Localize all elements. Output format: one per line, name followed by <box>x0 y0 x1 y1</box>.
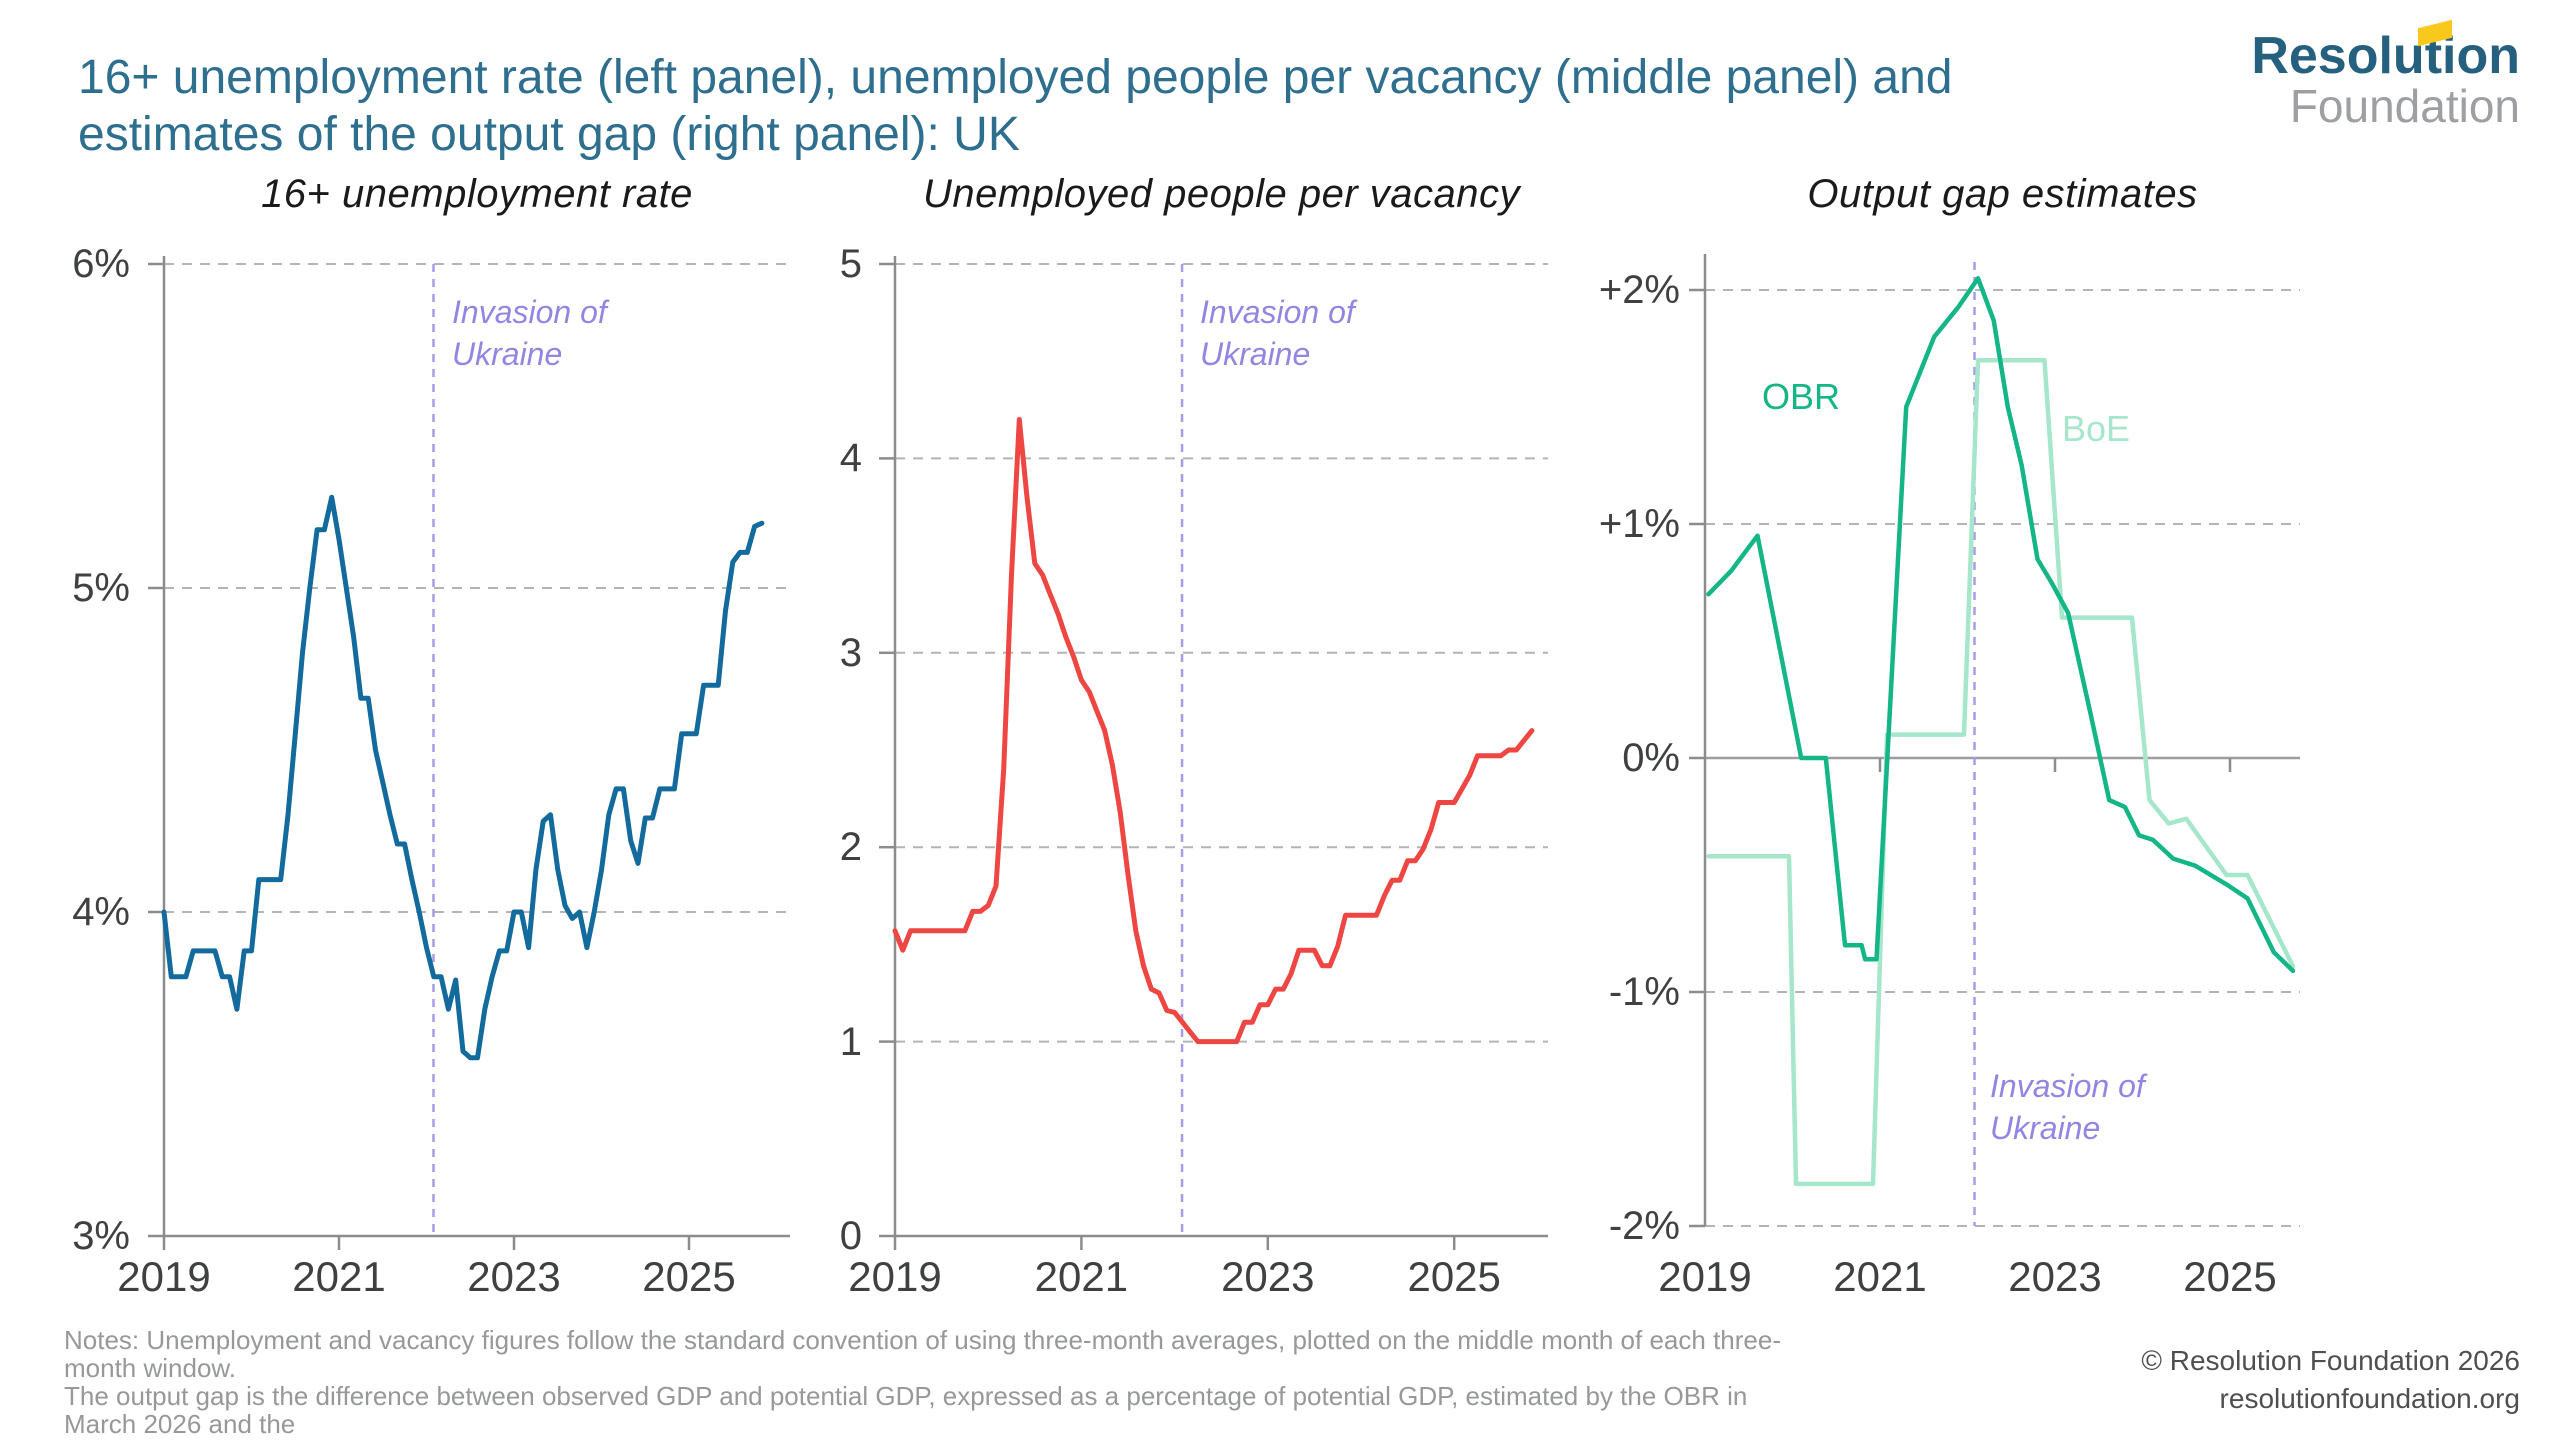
middle-panel-title: Unemployed people per vacancy <box>922 172 1521 216</box>
boe-series-label: BoE <box>2062 408 2131 449</box>
x-tick-label: 2025 <box>2183 1253 2277 1300</box>
invasion-annotation-middle: Invasion of Ukraine <box>1200 292 1355 375</box>
invasion-annotation-text: Invasion of <box>1200 294 1355 330</box>
left-panel-title: 16+ unemployment rate <box>261 172 693 216</box>
y-tick-label: 4 <box>839 436 862 481</box>
page-title: 16+ unemployment rate (left panel), unem… <box>78 50 2138 163</box>
y-tick-label: 1 <box>839 1019 862 1064</box>
y-tick-label: -2% <box>1608 1204 1680 1248</box>
unemployment-line <box>161 494 765 1061</box>
output_gap-panel <box>1689 254 2300 1228</box>
footer-credit: © Resolution Foundation 2026 resolutionf… <box>1920 1342 2520 1418</box>
y-tick-label: -1% <box>1608 970 1680 1014</box>
invasion-annotation-text: Ukraine <box>1200 335 1311 372</box>
y-tick-label: 2 <box>839 825 862 870</box>
x-tick-label: 2023 <box>467 1253 561 1300</box>
x-tick-label: 2019 <box>848 1253 942 1300</box>
y-tick-label: 3 <box>839 630 862 675</box>
y-tick-label: 3% <box>72 1214 130 1258</box>
x-tick-label: 2025 <box>642 1253 736 1300</box>
copyright-text: © Resolution Foundation 2026 <box>2141 1345 2520 1376</box>
y-tick-label: 5% <box>72 566 130 610</box>
y-tick-label: +2% <box>1598 268 1680 312</box>
x-tick-label: 2021 <box>292 1253 386 1300</box>
logo-sub-text: Foundation <box>2289 80 2520 132</box>
y-tick-label: 4% <box>72 890 130 934</box>
invasion-annotation-right: Invasion of Ukraine <box>1990 1066 2145 1149</box>
invasion-annotation-text: Ukraine <box>452 335 563 372</box>
invasion-annotation-text: Ukraine <box>1990 1109 2101 1146</box>
x-tick-label: 2023 <box>1221 1253 1315 1300</box>
notes-block: Notes: Unemployment and vacancy figures … <box>64 1326 1784 1440</box>
x-tick-label: 2023 <box>2008 1253 2102 1300</box>
boe-line <box>1706 357 2296 1187</box>
page-title-line1: 16+ unemployment rate (left panel), unem… <box>78 51 1953 104</box>
y-tick-label: 5 <box>839 242 862 286</box>
right-panel-title: Output gap estimates <box>1807 172 2198 216</box>
vacancy_ratio-panel <box>879 256 1548 1250</box>
unemployment-panel <box>148 256 790 1250</box>
y-tick-label: 0% <box>1622 736 1680 780</box>
invasion-annotation-left: Invasion of Ukraine <box>452 292 607 375</box>
x-tick-label: 2025 <box>1407 1253 1501 1300</box>
y-tick-label: 0 <box>839 1214 862 1258</box>
x-tick-label: 2021 <box>1034 1253 1129 1300</box>
invasion-annotation-text: Invasion of <box>452 294 607 330</box>
notes-line: The output gap is the difference between… <box>64 1381 1748 1439</box>
vacancy_ratio-line <box>892 417 1535 1045</box>
x-tick-label: 2019 <box>1658 1253 1752 1300</box>
y-tick-label: +1% <box>1598 502 1680 546</box>
notes-line: Notes: Unemployment and vacancy figures … <box>64 1325 1781 1383</box>
obr-series-label: OBR <box>1762 376 1841 417</box>
logo-name-text: Resolution <box>2251 27 2520 85</box>
website-link[interactable]: resolutionfoundation.org <box>2219 1383 2520 1414</box>
notes-line: Bank of England in February 2026. The Ba… <box>64 1438 1784 1440</box>
page-title-line2: estimates of the output gap (right panel… <box>78 107 1020 161</box>
invasion-annotation-text: Invasion of <box>1990 1068 2145 1104</box>
x-tick-label: 2021 <box>1833 1253 1927 1300</box>
obr-line <box>1706 276 2296 974</box>
logo-wordmark: Resolution <box>2251 19 2520 85</box>
x-tick-label: 2019 <box>117 1253 211 1300</box>
resolution-foundation-logo: Resolution Foundation <box>2160 19 2520 132</box>
y-tick-label: 6% <box>72 242 130 286</box>
